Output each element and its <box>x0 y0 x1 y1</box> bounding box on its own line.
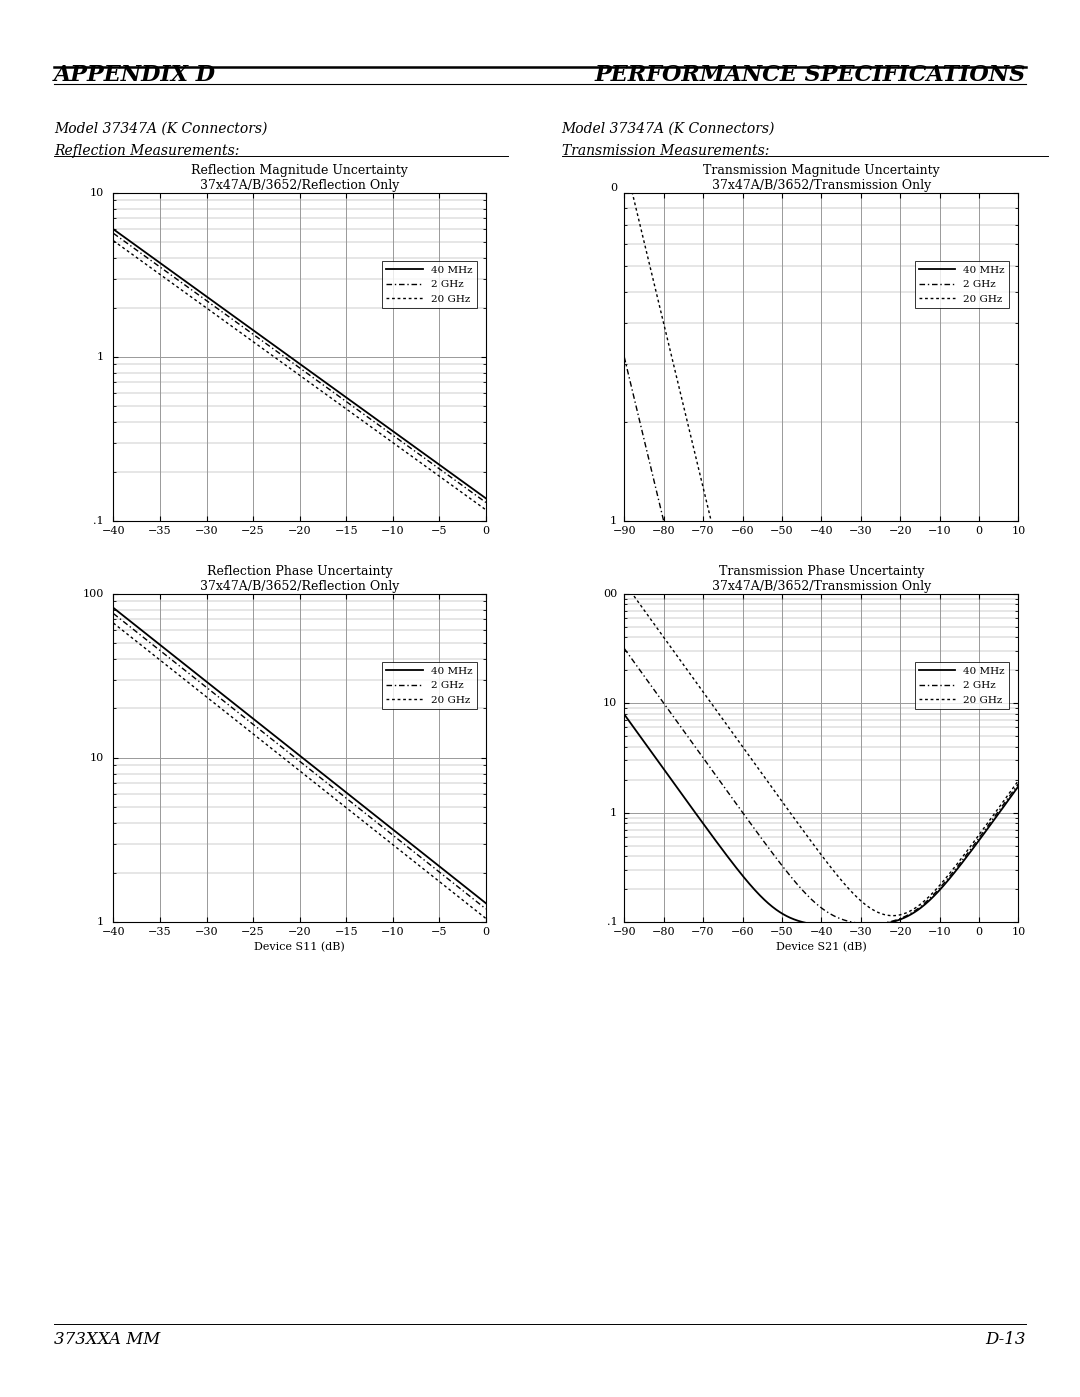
Text: 1: 1 <box>97 352 104 362</box>
Legend: 40 MHz, 2 GHz, 20 GHz: 40 MHz, 2 GHz, 20 GHz <box>915 261 1010 307</box>
Text: Reflection Measurements:: Reflection Measurements: <box>54 144 240 158</box>
Text: Model 37347A (K Connectors): Model 37347A (K Connectors) <box>562 122 775 136</box>
Legend: 40 MHz, 2 GHz, 20 GHz: 40 MHz, 2 GHz, 20 GHz <box>915 662 1010 708</box>
Text: 373XXA MM: 373XXA MM <box>54 1331 160 1348</box>
X-axis label: Device S11 (dB): Device S11 (dB) <box>254 943 346 953</box>
Text: 00: 00 <box>603 588 617 599</box>
Text: 100: 100 <box>83 588 104 599</box>
Text: 10: 10 <box>90 187 104 198</box>
Text: .1: .1 <box>607 916 617 928</box>
Text: 10: 10 <box>90 753 104 763</box>
Legend: 40 MHz, 2 GHz, 20 GHz: 40 MHz, 2 GHz, 20 GHz <box>382 662 477 708</box>
Text: 1: 1 <box>610 807 617 817</box>
X-axis label: Device S21 (dB): Device S21 (dB) <box>775 943 867 953</box>
Title: Reflection Magnitude Uncertainty
37x47A/B/3652/Reflection Only: Reflection Magnitude Uncertainty 37x47A/… <box>191 163 408 191</box>
Title: Transmission Phase Uncertainty
37x47A/B/3652/Transmission Only: Transmission Phase Uncertainty 37x47A/B/… <box>712 564 931 592</box>
Text: APPENDIX D: APPENDIX D <box>54 64 216 87</box>
Text: Transmission Measurements:: Transmission Measurements: <box>562 144 769 158</box>
Text: 0: 0 <box>610 183 617 193</box>
Text: PERFORMANCE SPECIFICATIONS: PERFORMANCE SPECIFICATIONS <box>595 64 1026 87</box>
Text: .1: .1 <box>94 515 104 527</box>
Legend: 40 MHz, 2 GHz, 20 GHz: 40 MHz, 2 GHz, 20 GHz <box>382 261 477 307</box>
Text: 1: 1 <box>610 515 617 527</box>
Text: 10: 10 <box>603 698 617 708</box>
Text: D-13: D-13 <box>986 1331 1026 1348</box>
Text: 1: 1 <box>97 916 104 928</box>
Title: Reflection Phase Uncertainty
37x47A/B/3652/Reflection Only: Reflection Phase Uncertainty 37x47A/B/36… <box>200 564 400 592</box>
Title: Transmission Magnitude Uncertainty
37x47A/B/3652/Transmission Only: Transmission Magnitude Uncertainty 37x47… <box>703 163 940 191</box>
Text: Model 37347A (K Connectors): Model 37347A (K Connectors) <box>54 122 268 136</box>
